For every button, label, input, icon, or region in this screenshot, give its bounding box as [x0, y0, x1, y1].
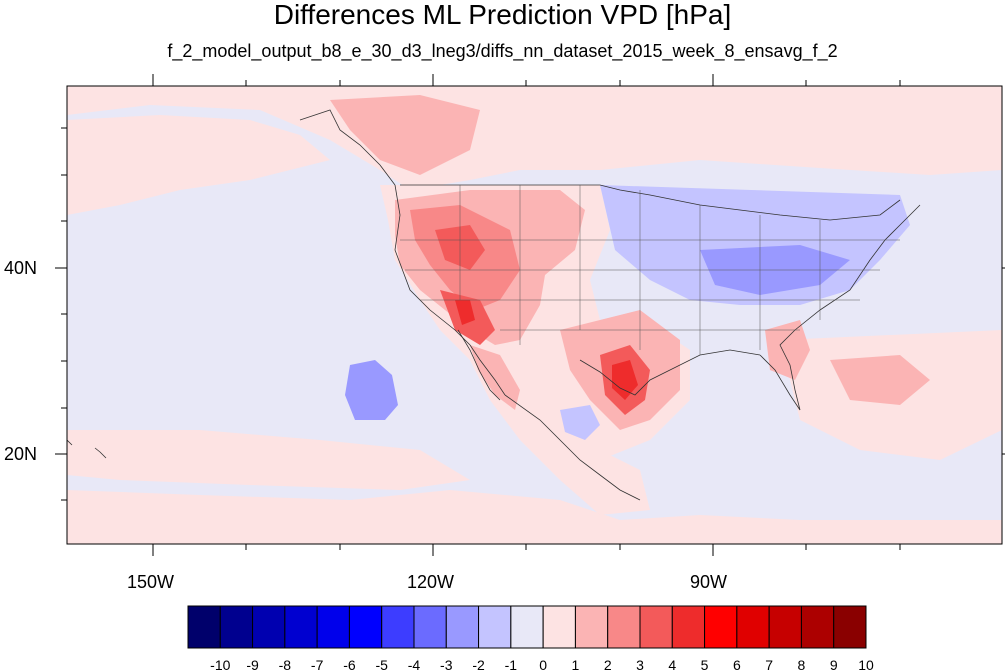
colorbar-swatch [542, 605, 576, 649]
colorbar-label: 5 [701, 657, 709, 672]
lon-label-150w: 150W [127, 572, 175, 592]
field-north-pink [67, 86, 1002, 190]
lat-label-20n: 20N [4, 444, 38, 464]
colorbar-label: -9 [246, 657, 259, 672]
lon-label-120w: 120W [407, 572, 455, 592]
colorbar-label: -3 [440, 657, 453, 672]
state-borders [400, 185, 900, 355]
lat-ticks [55, 127, 1005, 501]
colorbar-swatch [478, 605, 512, 649]
colorbar-swatch [348, 605, 383, 649]
colorbar-label: -10 [210, 657, 230, 672]
colorbar-swatch [413, 605, 447, 649]
colorbar-swatch [510, 605, 544, 649]
colorbar-label: -2 [472, 657, 485, 672]
field-south-pink [67, 490, 1002, 544]
colorbar-swatch [736, 605, 770, 649]
colorbar-label: 0 [539, 657, 547, 672]
colorbar-label: 4 [668, 657, 676, 672]
colorbar-swatch [574, 605, 609, 649]
colorbar-label: 6 [733, 657, 741, 672]
lon-label-90w: 90W [690, 572, 728, 592]
colorbar-label: 1 [572, 657, 580, 672]
lon-ticks [152, 74, 901, 556]
field-texas-core [612, 360, 638, 400]
field-az-core [455, 300, 475, 325]
colorbar-label: 8 [798, 657, 806, 672]
colorbar-swatch [768, 605, 802, 649]
colorbar-swatch [800, 605, 835, 649]
colorbar-label: 2 [604, 657, 612, 672]
chart-title: Differences ML Prediction VPD [hPa] [273, 0, 732, 30]
colorbar-label: -7 [311, 657, 324, 672]
field-florida-red [765, 320, 810, 380]
colorbar-swatch [187, 605, 221, 649]
field-tropic-pink [67, 430, 470, 490]
colorbar-swatch [252, 605, 286, 649]
colorbar-label: -6 [343, 657, 356, 672]
colorbar-swatch [316, 605, 350, 649]
colorbar-swatch [284, 605, 318, 649]
colorbar-swatch [833, 605, 867, 649]
field-gulf-blue [560, 405, 600, 440]
field-atlantic-red [830, 355, 930, 405]
map-frame [66, 85, 1003, 545]
colorbar-swatch [704, 605, 738, 649]
colorbar-swatch [639, 605, 673, 649]
colorbar-swatch [671, 605, 706, 649]
field-canada-red [330, 95, 480, 175]
colorbar-label: -4 [408, 657, 421, 672]
chart-subtitle: f_2_model_output_b8_e_30_d3_lneg3/diffs_… [167, 41, 838, 61]
colorbar-label: -5 [375, 657, 388, 672]
lat-label-40n: 40N [4, 258, 38, 278]
colorbar-label: 10 [858, 657, 874, 672]
colorbar-label: -1 [505, 657, 518, 672]
colorbar-swatch [381, 605, 415, 649]
field-west-pink [67, 115, 330, 215]
colorbar-swatch [607, 605, 641, 649]
colorbar: -10 -9 -8 -7 -6 -5 -4 -3 -2 -1 0 1 2 3 4 5 6 7 8 9 10 [187, 605, 874, 672]
colorbar-swatch [445, 605, 480, 649]
colorbar-label: 3 [636, 657, 644, 672]
field-east-blue [600, 185, 910, 305]
field-pacific-blue [345, 360, 398, 420]
field-baja-red [470, 345, 520, 410]
coastlines [67, 109, 921, 501]
colorbar-label: 9 [830, 657, 838, 672]
map-field [67, 86, 1002, 544]
colorbar-swatch [219, 605, 254, 649]
colorbar-label: -8 [279, 657, 292, 672]
colorbar-label: 7 [765, 657, 773, 672]
